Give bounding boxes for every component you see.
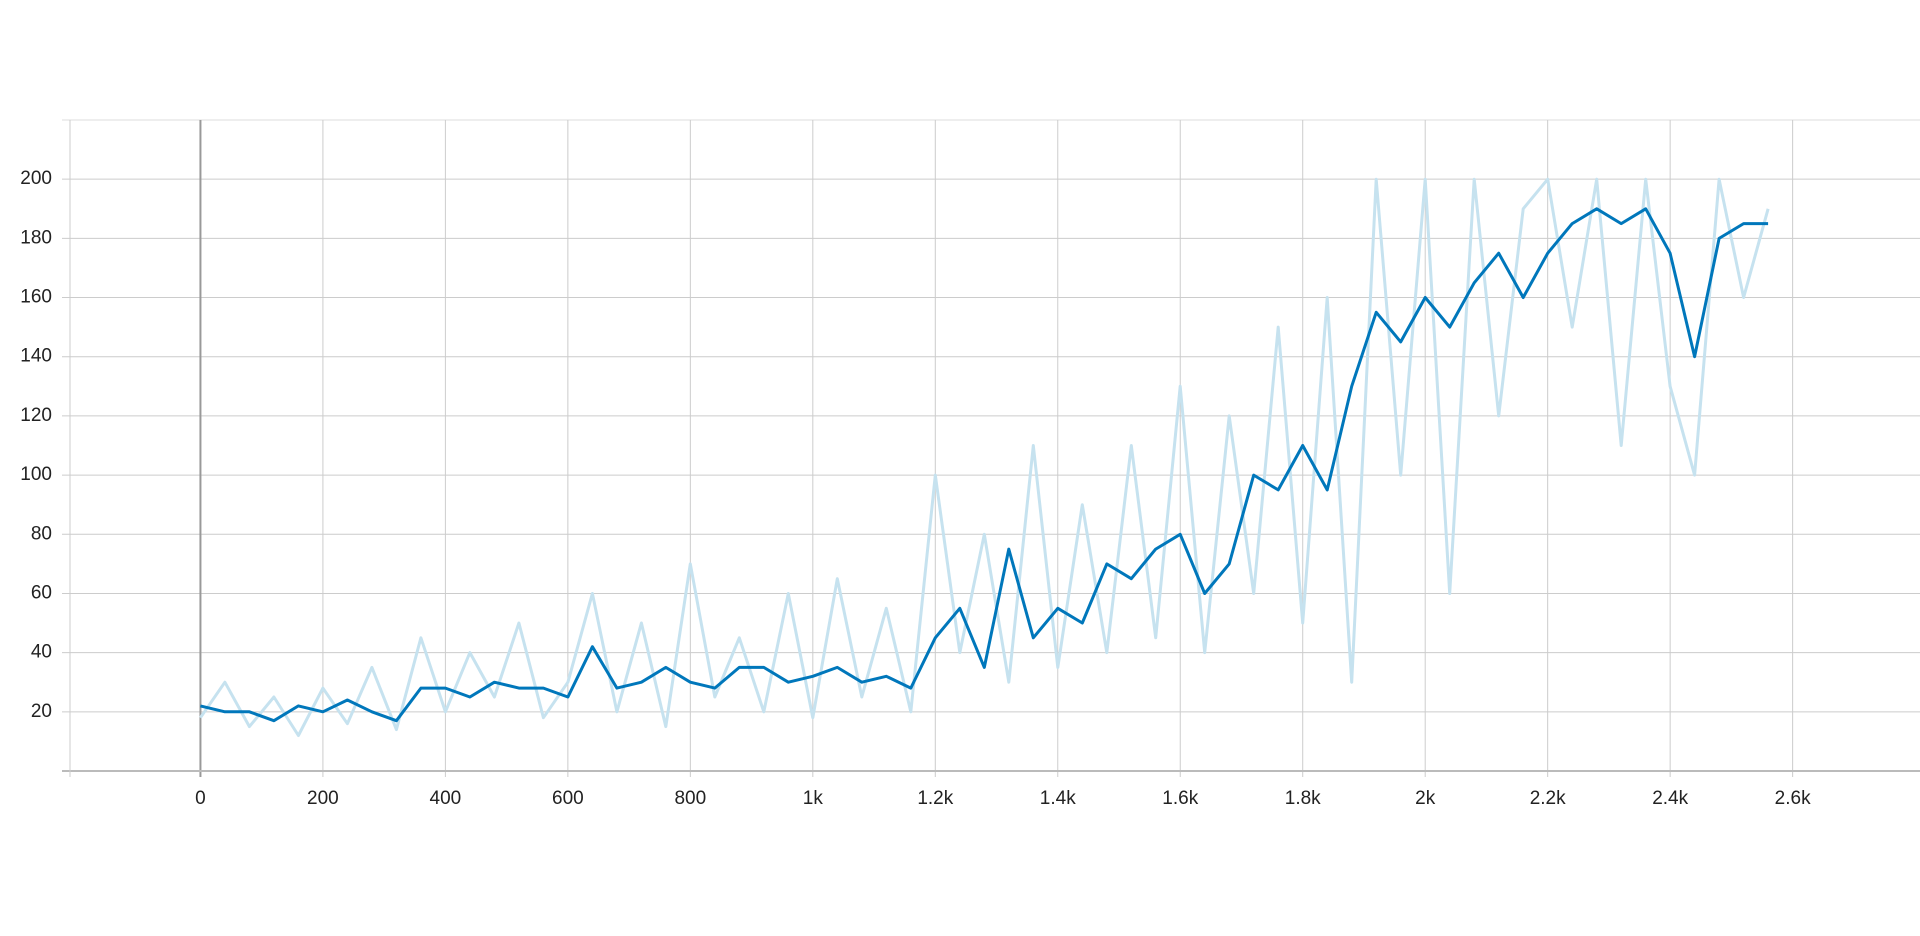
y-tick-label: 200 (20, 168, 52, 189)
y-tick-label: 120 (20, 405, 52, 426)
series-line (200, 207, 1769, 723)
y-tick-label: 20 (31, 701, 52, 722)
x-tick-label: 200 (307, 788, 339, 809)
y-tick-label: 40 (31, 642, 52, 663)
x-tick-label: 1.8k (1285, 788, 1321, 809)
x-tick-label: 2.4k (1652, 788, 1688, 809)
x-tick-label: 600 (552, 788, 584, 809)
y-tick-label: 80 (31, 523, 52, 544)
y-tick-label: 60 (31, 582, 52, 603)
x-tick-label: 2.6k (1775, 788, 1811, 809)
x-tick-label: 400 (430, 788, 462, 809)
y-tick-label: 180 (20, 227, 52, 248)
x-tick-label: 2.2k (1530, 788, 1566, 809)
x-tick-label: 0 (195, 788, 206, 809)
series-line (199, 177, 1770, 737)
y-tick-label: 140 (20, 346, 52, 367)
x-tick-label: 1.2k (917, 788, 953, 809)
x-tick-label: 800 (674, 788, 706, 809)
x-tick-label: 1.6k (1162, 788, 1198, 809)
y-tick-label: 100 (20, 464, 52, 485)
y-tick-label: 160 (20, 287, 52, 308)
x-tick-label: 1k (803, 788, 824, 809)
x-tick-label: 1.4k (1040, 788, 1076, 809)
x-tick-label: 2k (1415, 788, 1436, 809)
